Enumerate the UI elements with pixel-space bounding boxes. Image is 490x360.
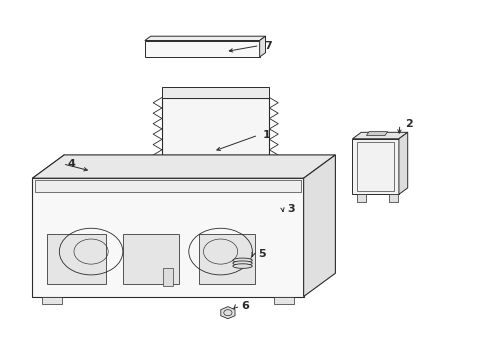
Polygon shape (399, 132, 408, 194)
Polygon shape (47, 234, 106, 284)
Polygon shape (42, 297, 62, 304)
Polygon shape (145, 36, 266, 41)
Polygon shape (277, 208, 282, 218)
Polygon shape (32, 178, 304, 297)
Polygon shape (389, 194, 398, 202)
Polygon shape (162, 87, 270, 98)
Polygon shape (270, 208, 275, 218)
Polygon shape (163, 268, 173, 286)
Ellipse shape (233, 264, 252, 268)
Text: 4: 4 (68, 159, 75, 169)
Polygon shape (284, 208, 290, 218)
Text: 7: 7 (265, 41, 272, 50)
Polygon shape (198, 234, 255, 284)
Text: 3: 3 (288, 204, 295, 214)
Ellipse shape (233, 258, 252, 262)
Polygon shape (352, 139, 399, 194)
Polygon shape (162, 223, 270, 233)
Polygon shape (221, 307, 235, 319)
Polygon shape (32, 155, 335, 178)
Text: 5: 5 (258, 248, 266, 258)
Text: 1: 1 (263, 130, 271, 140)
Polygon shape (357, 194, 366, 202)
Polygon shape (35, 180, 301, 192)
Polygon shape (274, 297, 294, 304)
Polygon shape (367, 132, 388, 135)
Polygon shape (262, 208, 268, 218)
Ellipse shape (233, 261, 252, 265)
Polygon shape (352, 132, 408, 139)
Text: 2: 2 (405, 120, 413, 129)
Polygon shape (260, 36, 266, 57)
Polygon shape (145, 41, 260, 57)
Polygon shape (162, 98, 270, 223)
Polygon shape (123, 234, 179, 284)
Text: 6: 6 (241, 301, 249, 311)
Polygon shape (304, 155, 335, 297)
